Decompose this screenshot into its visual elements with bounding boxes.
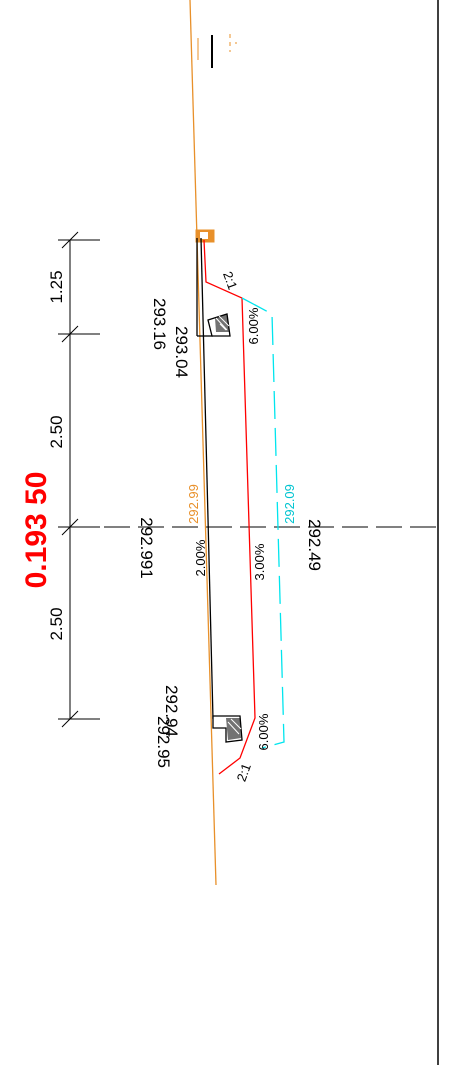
station-label: 0.193 50 (20, 472, 53, 589)
offset-upper-label: 2.50 (47, 415, 66, 448)
elevation-curb-bottom-left: 293.04 (172, 326, 191, 378)
pavement-surface (196, 237, 214, 720)
dimension-chain (58, 231, 100, 728)
slope-right-side: 2:1 (234, 761, 254, 783)
elevation-curb-top-right: 292.94 (162, 685, 181, 737)
subgrade-line (203, 239, 256, 775)
elevation-subbase-center: 292.09 (282, 484, 297, 524)
elevation-curb-bottom-right: 292.95 (154, 716, 173, 768)
curb-left (207, 313, 231, 337)
slope-left-side: 2:1 (220, 269, 240, 291)
slope-cross: 2.00% (193, 539, 208, 576)
elevation-centerline: 292.991 (137, 517, 156, 578)
ground-marker (195, 229, 215, 243)
elevation-ground-center: 292.99 (186, 484, 201, 524)
offset-top-label: 1.25 (47, 270, 66, 303)
slope-subgrade: 3.00% (252, 543, 267, 580)
elevation-curb-top-left: 293.16 (150, 298, 169, 350)
north-marker (197, 34, 237, 68)
slope-left-shoulder: 6.00% (246, 307, 261, 344)
curb-right (212, 715, 243, 743)
ground-line (189, 0, 217, 886)
elevation-subgrade-center: 292.49 (305, 519, 324, 571)
slope-right-shoulder: 6.00% (256, 713, 271, 750)
subbase-line (241, 297, 285, 749)
offset-lower-label: 2.50 (47, 607, 66, 640)
